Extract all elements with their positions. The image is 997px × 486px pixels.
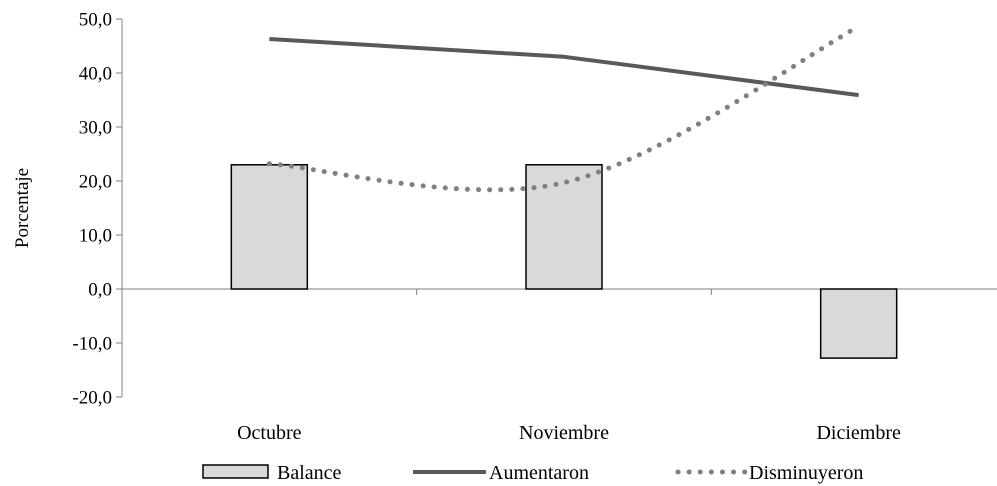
x-tick-label: Diciembre (816, 422, 901, 444)
y-tick-label: 10,0 (79, 226, 112, 247)
y-tick-label: -20,0 (72, 388, 112, 409)
y-tick-label: 50,0 (79, 10, 112, 31)
legend-label-balance: Balance (277, 462, 342, 484)
legend-swatch-balance (202, 464, 269, 479)
bar-noviembre (525, 164, 603, 290)
y-tick-label: 30,0 (79, 118, 112, 139)
x-tick-label: Noviembre (519, 422, 609, 444)
bars (230, 164, 898, 359)
x-tick-label: Octubre (237, 422, 302, 444)
tick-labels: 50,0 40,0 30,0 20,0 10,0 0,0 -10,0 -20,0 Octubre… (72, 10, 901, 445)
series-lines (266, 24, 862, 193)
legend-label-disminuyeron: Disminuyeron (749, 462, 863, 484)
legend: Balance Aumentaron Disminuyeron (202, 462, 863, 484)
bar-octubre (230, 164, 309, 290)
y-tick-label: 20,0 (79, 172, 112, 193)
y-tick-label: 0,0 (88, 280, 112, 301)
y-tick-label: -10,0 (72, 334, 112, 355)
y-tick-label: 40,0 (79, 64, 112, 85)
line-aumentaron (269, 36, 859, 98)
bar-diciembre (819, 288, 898, 359)
legend-label-aumentaron: Aumentaron (489, 462, 589, 484)
y-axis-label: Porcentaje (12, 168, 33, 248)
